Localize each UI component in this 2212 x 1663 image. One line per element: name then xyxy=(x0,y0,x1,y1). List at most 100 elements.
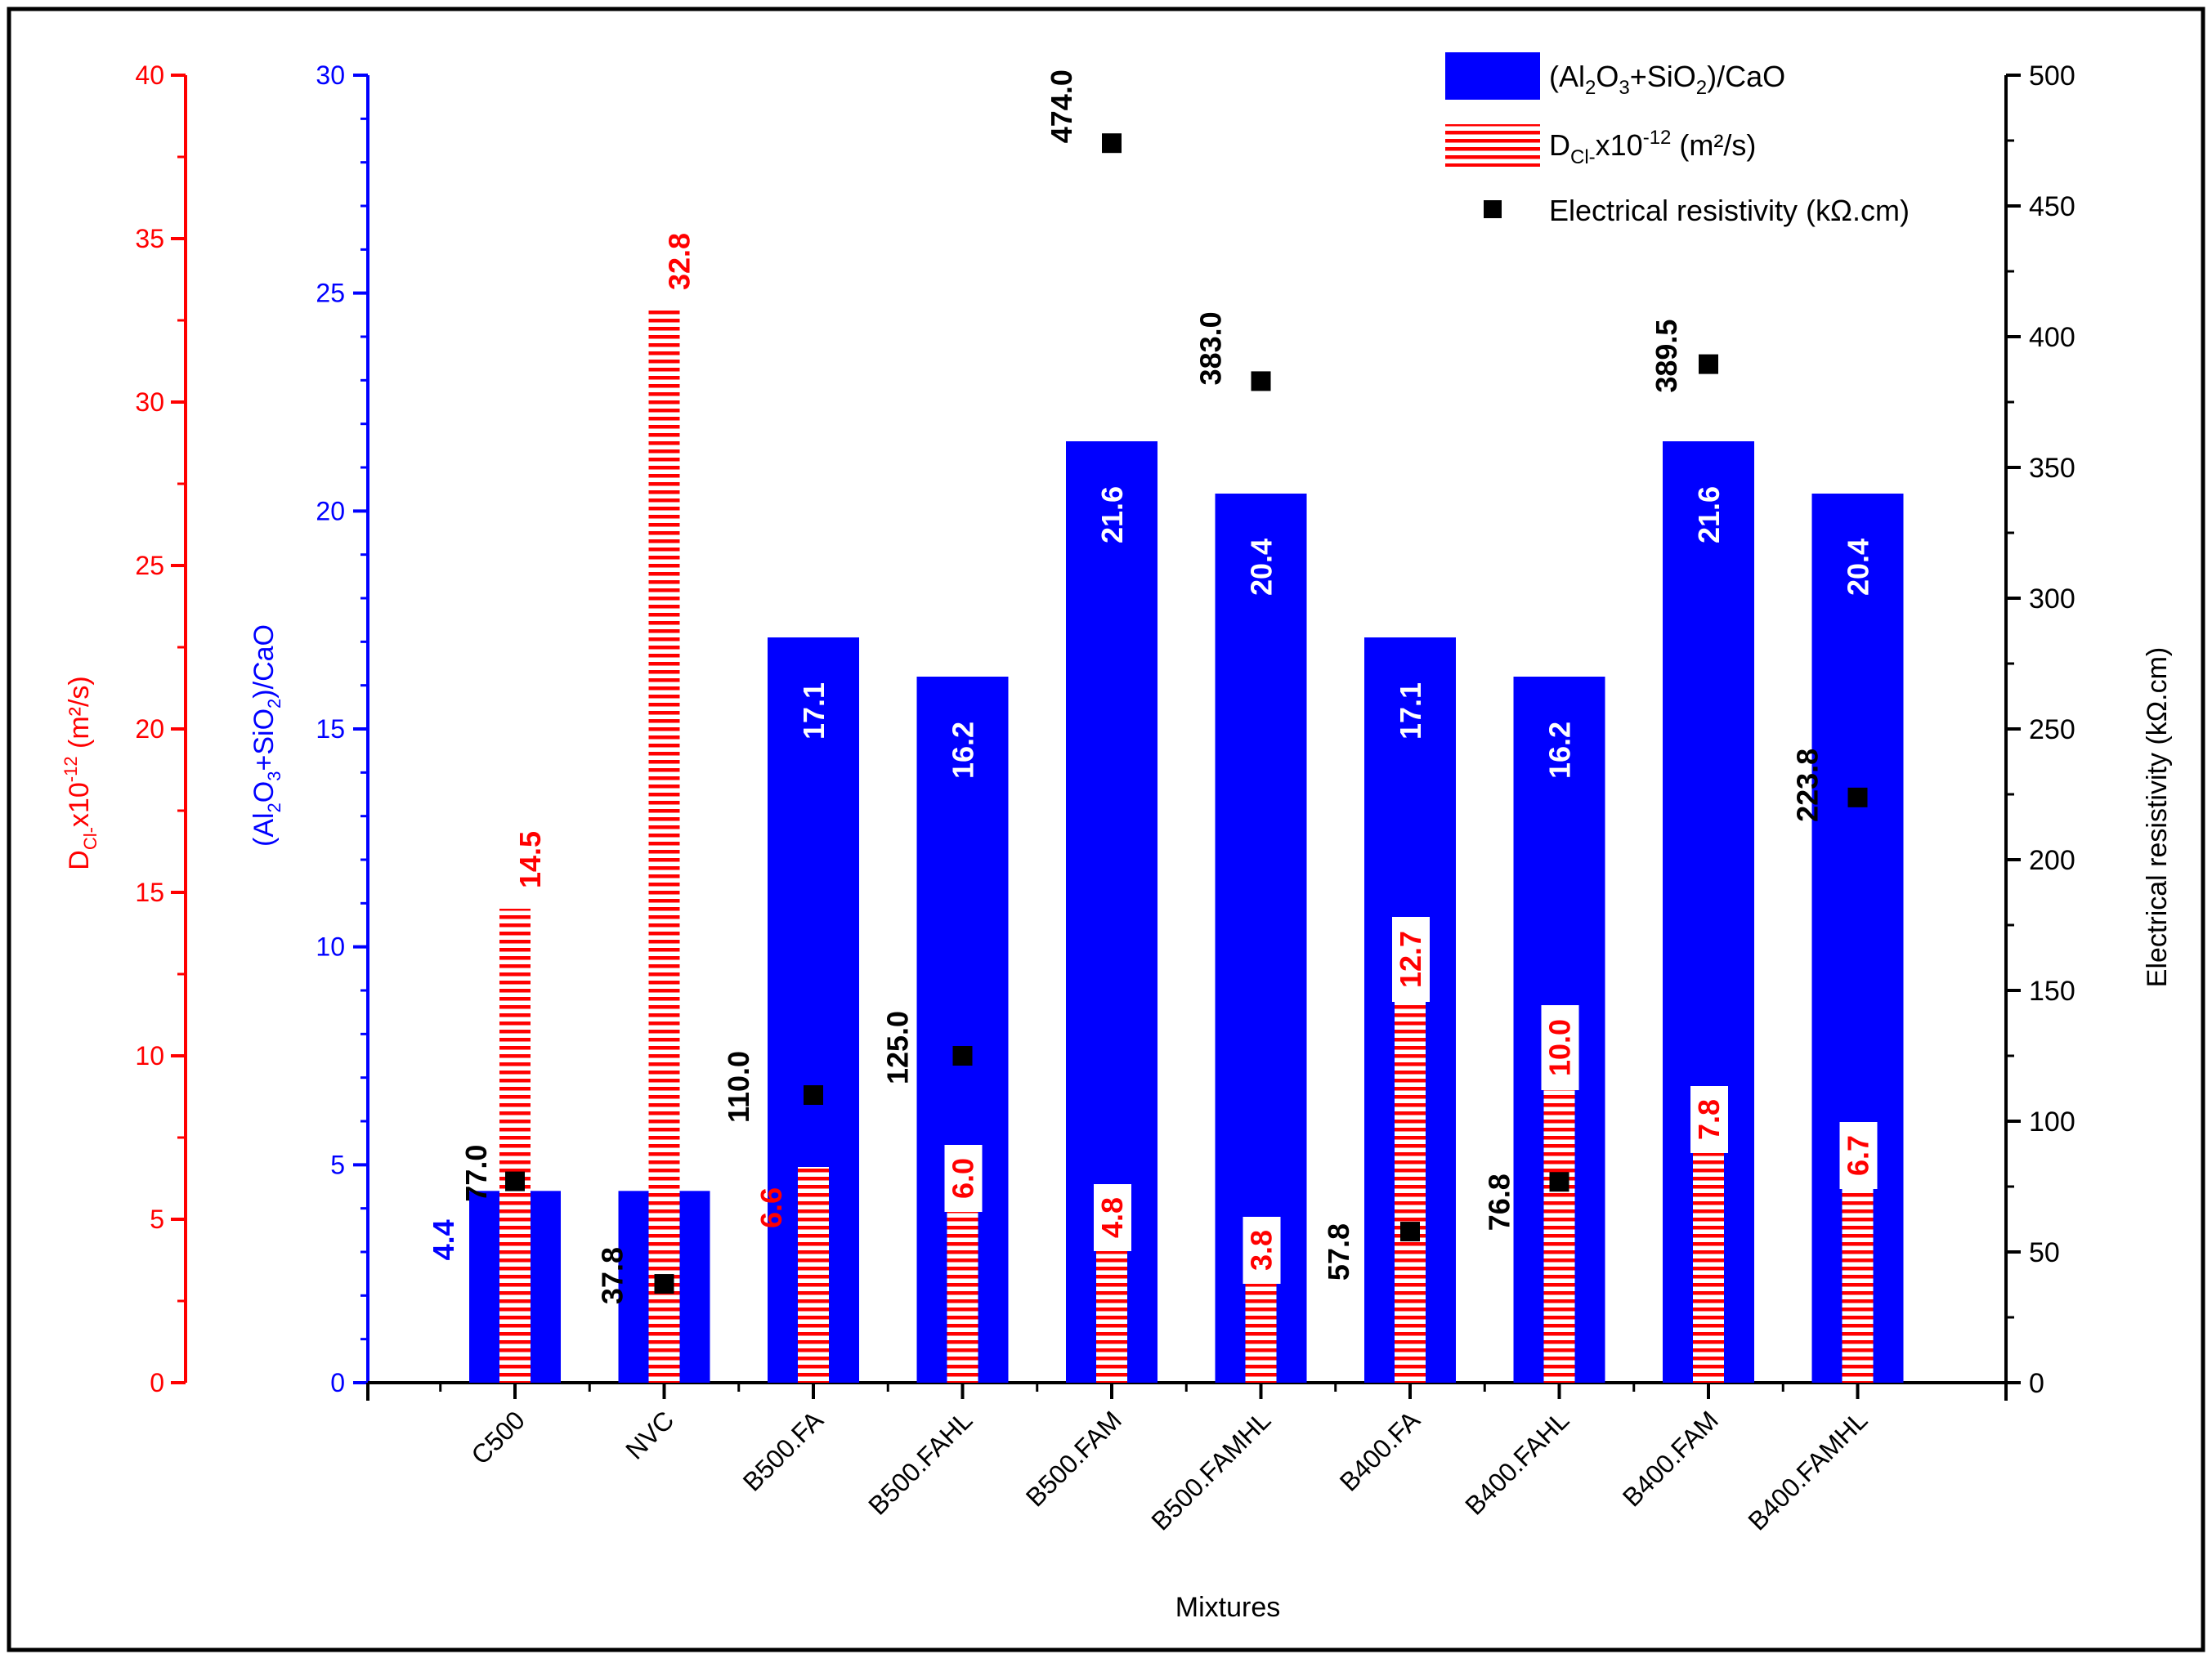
dcl-axis-tick-label: 25 xyxy=(135,551,164,580)
ratio-data-label-group: 21.6 xyxy=(1095,486,1129,543)
outer-frame xyxy=(7,7,2205,1652)
x-axis-category-label: C500 xyxy=(465,1405,531,1470)
dcl-axis-tick-label: 15 xyxy=(135,878,164,907)
bars-group xyxy=(469,311,1904,1383)
dcl-bar xyxy=(1693,1128,1724,1383)
ratio-data-label-group: 17.1 xyxy=(797,682,831,740)
resistivity-data-label: 383.0 xyxy=(1194,311,1228,385)
x-axis-category-label: B500.FA xyxy=(737,1405,830,1497)
resistivity-data-label: 57.8 xyxy=(1322,1223,1355,1281)
ratio-data-label-group: 17.1 xyxy=(1394,682,1427,740)
dcl-bar xyxy=(1543,1056,1575,1383)
x-axis-category-label: NVC xyxy=(620,1405,679,1464)
legend-ratio-p6: )/CaO xyxy=(1707,60,1785,93)
ratio-data-label: 16.2 xyxy=(1543,722,1577,779)
ratio-axis-title-p0: (Al xyxy=(249,812,280,847)
resistivity-data-label-group: 57.8 xyxy=(1322,1223,1355,1281)
resistivity-data-label-group: 125.0 xyxy=(881,1011,915,1084)
dcl-data-label-box xyxy=(944,1145,983,1212)
dcl-data-label: 32.8 xyxy=(663,233,696,290)
legend: (Al2O3+SiO2)/CaO DCl-x10-12 (m²/s) Elect… xyxy=(1445,52,1910,227)
dcl-data-label-box xyxy=(1690,1086,1728,1153)
dcl-axis-title-unit: (m²/s) xyxy=(64,676,95,756)
ratio-axis-title-p3: 3 xyxy=(264,771,284,780)
ratio-axis-tick-label: 0 xyxy=(330,1368,345,1397)
dcl-data-label: 4.8 xyxy=(1095,1197,1129,1238)
dcl-axis-tick-label: 20 xyxy=(135,714,164,744)
dcl-axis-tick-label: 10 xyxy=(135,1041,164,1071)
x-axis-category-label: B400.FA xyxy=(1334,1405,1426,1497)
dcl-bar xyxy=(1842,1164,1874,1383)
dcl-data-label: 3.8 xyxy=(1245,1230,1278,1271)
resistivity-axis-tick-label: 150 xyxy=(2029,976,2075,1007)
dcl-bar xyxy=(499,909,531,1383)
legend-marker-resistivity xyxy=(1484,200,1502,218)
resistivity-data-label-group: 110.0 xyxy=(722,1051,755,1123)
resistivity-axis-tick-label: 450 xyxy=(2029,191,2075,222)
resistivity-point xyxy=(1549,1172,1569,1192)
ratio-axis-title-p1: 2 xyxy=(264,802,284,812)
ratio-data-label-group: 16.2 xyxy=(947,722,980,779)
points-group xyxy=(505,133,1868,1294)
legend-dcl-unit: (m²/s) xyxy=(1671,128,1756,162)
ratio-axis-title-p4: +SiO xyxy=(249,709,280,771)
resistivity-point xyxy=(804,1085,823,1105)
dcl-bar xyxy=(947,1187,978,1383)
dcl-data-label: 10.0 xyxy=(1543,1019,1577,1076)
dcl-axis-tick-label: 0 xyxy=(150,1368,164,1397)
dcl-axis-tick-label: 5 xyxy=(150,1205,164,1234)
legend-label-dcl: DCl-x10-12 (m²/s) xyxy=(1549,127,1756,168)
resistivity-data-label: 223.8 xyxy=(1791,749,1825,822)
ratio-data-label: 20.4 xyxy=(1245,539,1278,596)
resistivity-axis-tick-label: 300 xyxy=(2029,583,2075,615)
legend-label-resistivity: Electrical resistivity (kΩ.cm) xyxy=(1549,194,1910,227)
dcl-data-label-group: 4.8 xyxy=(1094,1184,1131,1251)
resistivity-point xyxy=(1699,354,1718,374)
dcl-data-label: 6.6 xyxy=(754,1187,788,1228)
resistivity-axis-tick-label: 200 xyxy=(2029,845,2075,876)
dcl-axis-title-sup: -12 xyxy=(60,756,81,782)
legend-ratio-p5: 2 xyxy=(1696,77,1707,99)
ratio-data-label-group: 20.4 xyxy=(1245,539,1278,596)
x-axis-title: Mixtures xyxy=(1175,1592,1280,1623)
dcl-data-label: 12.7 xyxy=(1394,931,1427,988)
dcl-data-label-group: 6.6 xyxy=(754,1187,788,1228)
resistivity-point xyxy=(505,1171,525,1191)
ratio-axis-tick-label: 30 xyxy=(316,60,345,90)
ratio-data-label: 17.1 xyxy=(1394,682,1427,740)
resistivity-data-label-group: 76.8 xyxy=(1483,1173,1516,1231)
ratio-data-label: 16.2 xyxy=(947,722,980,779)
resistivity-data-label-group: 77.0 xyxy=(459,1145,493,1202)
x-axis-category-label: B500.FAM xyxy=(1020,1405,1127,1512)
ratio-data-label-group: 20.4 xyxy=(1842,539,1875,596)
resistivity-data-label-group: 383.0 xyxy=(1194,311,1228,385)
dcl-data-label-box xyxy=(1541,1005,1579,1090)
dcl-data-label-box xyxy=(1392,917,1430,1002)
resistivity-point xyxy=(952,1046,973,1066)
ratio-data-label-group: 4.4 xyxy=(427,1219,460,1260)
x-axis-category-label: B400.FAM xyxy=(1617,1405,1724,1512)
resistivity-axis-tick-label: 350 xyxy=(2029,453,2075,484)
axes-group xyxy=(171,74,2021,1401)
x-axis-category-label: B500.FAHL xyxy=(862,1405,978,1520)
ratio-axis-tick-label: 15 xyxy=(316,714,345,744)
dcl-axis-tick-label: 35 xyxy=(135,224,164,253)
ratio-data-label: 21.6 xyxy=(1692,486,1726,543)
data-labels-group: 4.4 17.1 16.2 21.6 20.4 17.1 16.2 21.6 20.4 14.5 3… xyxy=(427,69,1878,1304)
legend-dcl-rest: x10 xyxy=(1596,128,1643,162)
resistivity-data-label: 37.8 xyxy=(596,1247,629,1304)
legend-dcl-sup: -12 xyxy=(1643,127,1672,149)
dcl-bar xyxy=(1395,968,1426,1383)
dcl-axis-title-main: D xyxy=(64,850,95,870)
right-axis-title: Electrical resistivity (kΩ.cm) xyxy=(2142,647,2173,987)
left-inner-axis-title: (Al2O3+SiO2)/CaO xyxy=(249,624,284,847)
resistivity-point xyxy=(1102,133,1122,154)
dcl-data-label: 6.0 xyxy=(947,1158,980,1199)
resistivity-data-label: 125.0 xyxy=(881,1011,915,1084)
ratio-axis-title-p2: O xyxy=(249,781,280,802)
dcl-data-label-group: 6.0 xyxy=(944,1145,983,1212)
dcl-data-label-box xyxy=(1243,1217,1281,1284)
resistivity-point xyxy=(1251,371,1271,391)
legend-dcl-sub: Cl- xyxy=(1570,146,1596,168)
